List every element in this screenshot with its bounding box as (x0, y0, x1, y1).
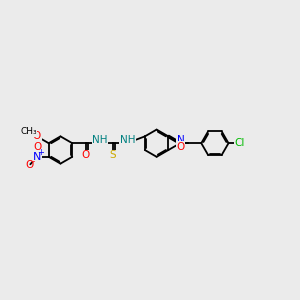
Text: O: O (176, 142, 185, 152)
Text: O: O (33, 142, 41, 152)
Text: +: + (37, 148, 44, 157)
Text: N: N (177, 135, 184, 145)
Text: Cl: Cl (235, 138, 245, 148)
Text: O: O (26, 160, 34, 170)
Text: O: O (82, 151, 90, 160)
Text: N: N (33, 152, 41, 162)
Text: -: - (32, 157, 35, 166)
Text: O: O (33, 131, 41, 141)
Text: CH₃: CH₃ (20, 127, 37, 136)
Text: S: S (110, 151, 116, 160)
Text: NH: NH (120, 135, 135, 145)
Text: NH: NH (92, 135, 108, 145)
